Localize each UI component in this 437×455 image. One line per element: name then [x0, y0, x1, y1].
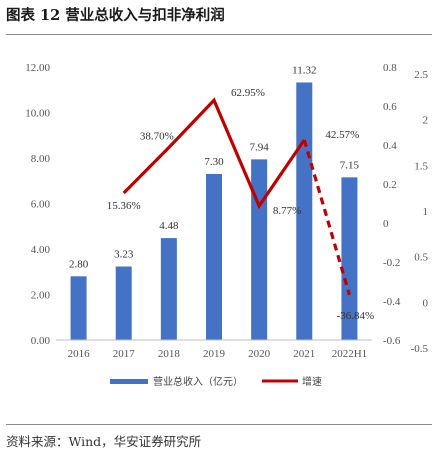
- bar-2018: [160, 238, 177, 340]
- y-right-tick: 0.6: [383, 101, 397, 113]
- bottom-divider: [6, 424, 432, 425]
- growth-label-2022H1: -36.84%: [337, 310, 375, 322]
- y-right-tick: 0.4: [383, 140, 397, 152]
- growth-label-2021: 42.57%: [325, 129, 359, 141]
- chart-title: 图表 12 营业总收入与扣非净利润: [6, 7, 225, 24]
- bar-2019: [206, 173, 222, 340]
- y-right-tick: -0.6: [383, 335, 401, 347]
- y-outer-tick: 2: [423, 115, 429, 127]
- bar-label-2018: 4.48: [159, 220, 179, 232]
- y-outer-tick: 1.5: [414, 160, 428, 172]
- x-tick-2022H1: 2022H1: [332, 348, 367, 360]
- y-left-tick: 8.00: [31, 153, 51, 165]
- y-left-tick: 2.00: [31, 290, 51, 302]
- y-right-tick: 0: [383, 218, 389, 230]
- source-note: 资料来源：Wind，华安证券研究所: [6, 434, 202, 449]
- y-left-tick: 6.00: [31, 199, 51, 211]
- x-tick-2016: 2016: [68, 348, 91, 360]
- bar-label-2016: 2.80: [69, 258, 89, 270]
- x-tick-2018: 2018: [158, 348, 181, 360]
- bar-label-2020: 7.94: [250, 141, 270, 153]
- legend-label-growth: 增速: [302, 375, 322, 388]
- bar-2022H1: [341, 177, 358, 340]
- y-right-tick: -0.2: [383, 257, 400, 269]
- y-right-tick: -0.4: [383, 296, 401, 308]
- growth-line-dashed: [302, 139, 351, 296]
- y-outer-tick: 0.5: [414, 252, 428, 264]
- y-left-tick: 10.00: [25, 108, 50, 120]
- growth-label-2019: 62.95%: [231, 87, 265, 99]
- growth-label-2018: 38.70%: [140, 131, 174, 143]
- y-right-tick: 0.2: [383, 179, 397, 191]
- bar-label-2021: 11.32: [292, 64, 316, 76]
- x-tick-2020: 2020: [248, 348, 271, 360]
- x-tick-2017: 2017: [113, 348, 136, 360]
- growth-label-2020: 8.77%: [273, 205, 301, 217]
- y-left-tick: 4.00: [31, 244, 51, 256]
- growth-line: [122, 97, 306, 210]
- y-left-tick: 0.00: [31, 335, 51, 347]
- bar-2017: [115, 266, 132, 340]
- bar-label-2019: 7.30: [204, 156, 224, 168]
- bar-2020: [251, 159, 268, 340]
- bar-label-2022H1: 7.15: [340, 159, 360, 171]
- y-left-tick: 12.00: [25, 62, 50, 74]
- legend-swatch-revenue: [110, 379, 148, 384]
- x-tick-2019: 2019: [203, 348, 226, 360]
- x-tick-2021: 2021: [293, 348, 315, 360]
- growth-label-2017: 15.36%: [107, 200, 141, 212]
- bar-2016: [70, 276, 87, 340]
- bar-label-2017: 3.23: [114, 249, 134, 261]
- top-divider: [6, 34, 432, 35]
- y-outer-tick: 0: [423, 297, 429, 309]
- chart-area: 2.80 3.23 4.48 7.30 7.94 11.32 7.15 15.36% 38.70…: [25, 62, 429, 388]
- y-right-tick: 0.8: [383, 62, 397, 74]
- legend-label-revenue: 营业总收入（亿元）: [153, 375, 243, 388]
- y-outer-tick: 2.5: [414, 69, 428, 81]
- y-outer-tick: 1: [423, 206, 429, 218]
- y-outer-tick: -0.5: [411, 343, 429, 355]
